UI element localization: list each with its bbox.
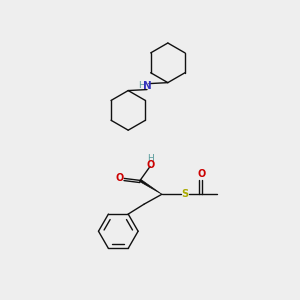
- Text: O: O: [197, 169, 206, 179]
- Text: H: H: [148, 154, 154, 163]
- Text: O: O: [115, 173, 123, 183]
- Text: N: N: [143, 81, 152, 91]
- Text: S: S: [181, 189, 188, 199]
- Text: O: O: [147, 160, 155, 170]
- Polygon shape: [140, 179, 162, 194]
- Text: H: H: [138, 81, 145, 90]
